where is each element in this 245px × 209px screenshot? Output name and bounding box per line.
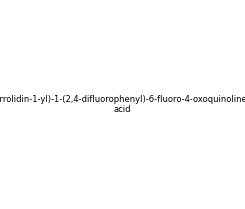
Text: 7-(3-aminopyrrolidin-1-yl)-1-(2,4-difluorophenyl)-6-fluoro-4-oxoquinoline-3-carb: 7-(3-aminopyrrolidin-1-yl)-1-(2,4-difluo… bbox=[0, 95, 245, 114]
